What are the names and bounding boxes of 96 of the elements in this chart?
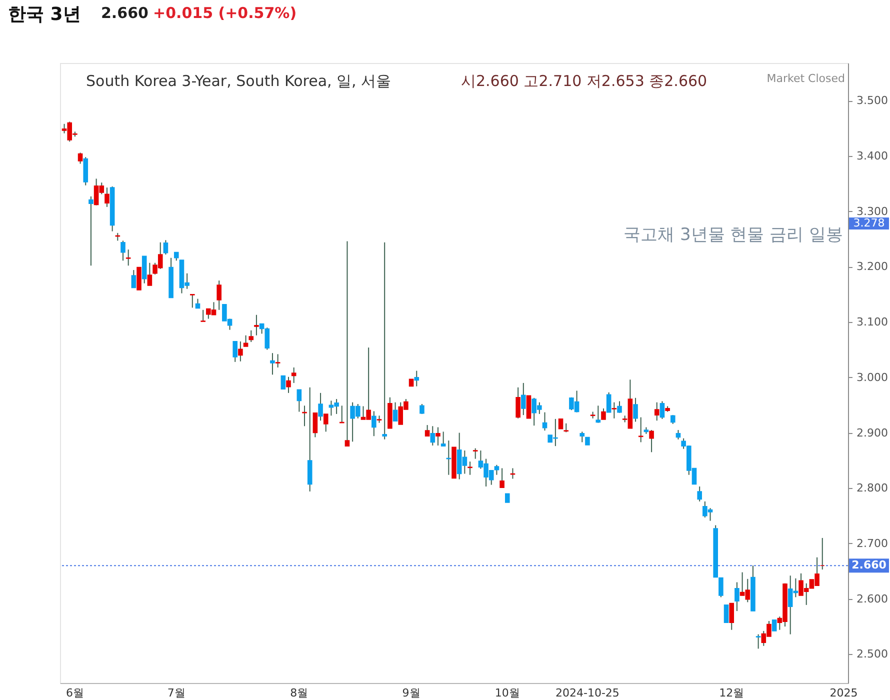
- candlestick: [414, 370, 420, 387]
- candlestick: [580, 431, 585, 443]
- x-tick-label: 9월: [402, 686, 420, 700]
- x-tick-label: 12월: [719, 686, 744, 700]
- x-tick-label: 2024-10-25: [556, 686, 620, 700]
- candlestick: [430, 426, 436, 446]
- candlestick: [697, 486, 702, 502]
- candlestick: [558, 418, 564, 430]
- candlestick: [270, 352, 275, 376]
- candlestick: [617, 400, 622, 414]
- y-tick-label: 3.300: [856, 204, 888, 218]
- candlestick: [195, 298, 200, 309]
- candlestick: [78, 152, 83, 164]
- candlestick: [718, 577, 724, 598]
- candlestick: [472, 448, 478, 460]
- annotation: Market Closed: [766, 72, 845, 85]
- annotation: 3.278: [853, 216, 885, 230]
- candlestick: [291, 366, 296, 384]
- candlestick: [756, 634, 761, 650]
- y-tick-label: 2.700: [856, 537, 888, 550]
- candlestick: [772, 619, 777, 632]
- candlestick: [392, 402, 398, 422]
- x-tick-label: 7월: [167, 686, 186, 700]
- y-tick-label: 3.500: [856, 94, 888, 108]
- text: 2.660: [101, 4, 148, 22]
- annotation: 시2.660 고2.710 저2.653 종2.660: [461, 72, 708, 90]
- candlestick: [248, 330, 254, 342]
- annotation: 국고채 3년물 현물 금리 일봉: [624, 225, 843, 245]
- candlestick: [190, 294, 195, 308]
- candlestick: [724, 604, 729, 624]
- x-tick-label: 8월: [290, 686, 308, 700]
- candlestick: [521, 382, 526, 416]
- y-tick-label: 3.100: [856, 316, 888, 329]
- candlestick: [440, 431, 446, 447]
- candlestick: [302, 405, 307, 427]
- candlestick: [601, 408, 606, 420]
- candlestick: [633, 397, 638, 422]
- x-tick-label: 6월: [66, 686, 84, 700]
- candlestick: [654, 402, 660, 422]
- candlestick: [142, 256, 147, 284]
- candlestick: [606, 392, 612, 413]
- candlestick: [660, 400, 665, 420]
- candlestick: [516, 386, 520, 419]
- candlestick: [147, 262, 152, 286]
- candlestick: [372, 410, 376, 437]
- candlestick: [296, 389, 302, 412]
- candlestick: [120, 240, 126, 262]
- candlestick: [280, 375, 286, 390]
- chart-title: 한국 3년: [8, 4, 81, 25]
- candlestick: [286, 376, 291, 394]
- candlestick: [382, 242, 387, 440]
- candlestick: [729, 602, 734, 630]
- candlestick: [200, 309, 206, 322]
- candlestick: [216, 280, 222, 310]
- candlestick: [638, 416, 644, 443]
- candlestick: [500, 468, 504, 488]
- candlestick: [468, 461, 472, 476]
- candlestick: [436, 426, 440, 446]
- candlestick: [420, 404, 424, 414]
- candlestick: [734, 582, 740, 612]
- candlestick: [612, 402, 617, 419]
- y-tick-label: 2.600: [856, 592, 888, 606]
- candlestick: [131, 270, 136, 288]
- y-tick-label: 3.400: [856, 150, 888, 162]
- text: +0.015 (+0.57%): [153, 4, 297, 22]
- candlestick: [424, 424, 430, 437]
- ref-line-label: 2.660: [852, 558, 887, 572]
- candlestick: [238, 340, 243, 362]
- candlestick: [136, 266, 142, 290]
- candlestick: [312, 412, 318, 438]
- x-tick-label: 10월: [494, 686, 520, 700]
- candlestick: [344, 240, 350, 447]
- candlestick: [88, 196, 94, 266]
- candlestick: [232, 340, 238, 362]
- y-tick-label: 2.500: [856, 648, 888, 661]
- candlestick: [526, 395, 532, 419]
- candlestick: [323, 413, 328, 432]
- candlestick: [83, 156, 88, 186]
- candlestick: [275, 354, 280, 368]
- candlestick: [243, 334, 248, 347]
- candlestick: [542, 412, 548, 432]
- y-tick-label: 3.000: [856, 370, 888, 384]
- candlestick: [318, 392, 323, 422]
- y-tick-label: 2.900: [856, 426, 888, 440]
- y-tick-label: 2.800: [856, 482, 888, 495]
- candlestick: [649, 430, 654, 453]
- candlestick: [254, 314, 259, 336]
- candlestick: [307, 386, 312, 492]
- candlestick: [676, 430, 681, 440]
- x-tick-label: 2025: [830, 686, 858, 700]
- candlestick: [163, 240, 168, 256]
- candlestick: [126, 249, 131, 266]
- candlestick: [104, 187, 110, 208]
- candlestick: [596, 405, 601, 424]
- text: South Korea 3-Year, South Korea, 일, 서울: [86, 72, 392, 90]
- y-tick-label: 3.200: [856, 260, 888, 274]
